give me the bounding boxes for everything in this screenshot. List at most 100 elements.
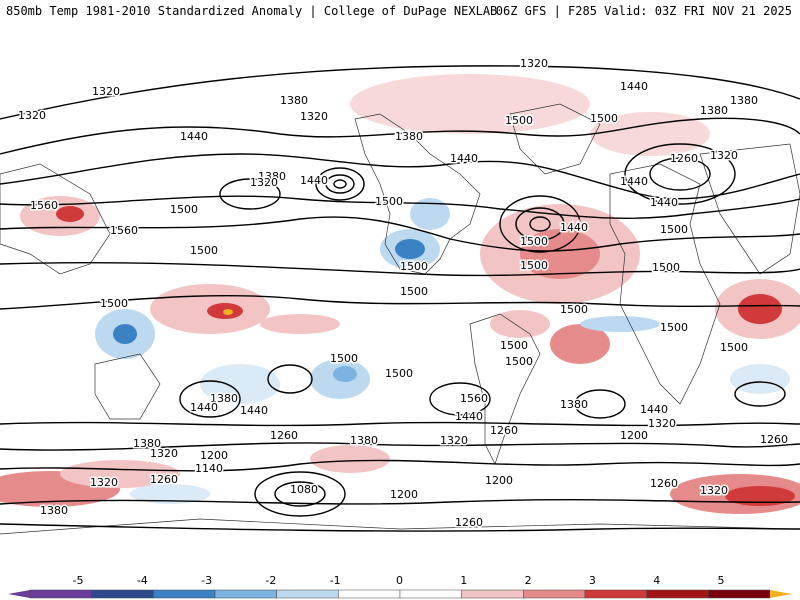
anomaly-shading bbox=[0, 74, 800, 514]
contour-label: 1500 bbox=[520, 259, 548, 272]
contour-label: 1140 bbox=[195, 462, 223, 475]
contour-label: 1500 bbox=[375, 195, 403, 208]
contour-label: 1380 bbox=[210, 392, 238, 405]
contour-label: 1500 bbox=[190, 244, 218, 257]
contour-label: 1380 bbox=[350, 434, 378, 447]
contour-label: 1500 bbox=[100, 297, 128, 310]
colorbar-tick-label: 0 bbox=[396, 574, 403, 587]
contour-label: 1500 bbox=[400, 285, 428, 298]
contour-label: 1320 bbox=[440, 434, 468, 447]
contour-label: 1500 bbox=[560, 303, 588, 316]
contour-label: 1440 bbox=[190, 401, 218, 414]
contour-label: 1500 bbox=[500, 339, 528, 352]
contour-label: 1260 bbox=[670, 152, 698, 165]
contour-label: 1500 bbox=[170, 203, 198, 216]
colorbar-cell bbox=[153, 589, 216, 599]
contour-label: 1440 bbox=[640, 403, 668, 416]
height-contours bbox=[0, 65, 800, 532]
contour-label: 1500 bbox=[330, 352, 358, 365]
contour-label: 1500 bbox=[660, 223, 688, 236]
contour-label: 1440 bbox=[455, 410, 483, 423]
colorbar-cell bbox=[461, 589, 524, 599]
contour-label: 1320 bbox=[300, 110, 328, 123]
contour-label: 1560 bbox=[30, 199, 58, 212]
contour-label: 1200 bbox=[620, 429, 648, 442]
colorbar-cell bbox=[91, 589, 154, 599]
colorbar-tick-label: 4 bbox=[653, 574, 660, 587]
contour-label: 1320 bbox=[90, 476, 118, 489]
contour-label: 1500 bbox=[652, 261, 680, 274]
contour-label: 1440 bbox=[180, 130, 208, 143]
contour-label: 1260 bbox=[150, 473, 178, 486]
contour-label: 1320 bbox=[520, 57, 548, 70]
contour-label: 1440 bbox=[650, 196, 678, 209]
contour-label: 1440 bbox=[560, 221, 588, 234]
contour-label: 1320 bbox=[250, 176, 278, 189]
colorbar-tick-label: -2 bbox=[265, 574, 276, 587]
contour-label: 1500 bbox=[720, 341, 748, 354]
colorbar-tick-labels: -5 -4 -3 -2 -1 0 1 2 3 4 5 bbox=[73, 574, 725, 587]
colorbar-cell bbox=[646, 589, 709, 599]
colorbar-cell bbox=[399, 589, 462, 599]
contour-label: 1380 bbox=[730, 94, 758, 107]
colorbar-tick-label: 2 bbox=[525, 574, 532, 587]
colorbar-tick-label: -3 bbox=[201, 574, 212, 587]
colorbar-cell bbox=[523, 589, 586, 599]
colorbar-cell bbox=[276, 589, 339, 599]
contour-label: 1500 bbox=[400, 260, 428, 273]
colorbar-tick-label: -4 bbox=[137, 574, 148, 587]
contour-label: 1320 bbox=[700, 484, 728, 497]
contour-label: 1440 bbox=[620, 175, 648, 188]
contour-label: 1560 bbox=[460, 392, 488, 405]
contour-label: 1500 bbox=[520, 235, 548, 248]
colorbar-low-end bbox=[8, 590, 30, 598]
contour-label: 1440 bbox=[620, 80, 648, 93]
contour-label: 1260 bbox=[760, 433, 788, 446]
colorbar-cell bbox=[338, 589, 401, 599]
contour-label: 1320 bbox=[150, 447, 178, 460]
contour-label: 1500 bbox=[505, 114, 533, 127]
contour-label: 1320 bbox=[648, 417, 676, 430]
colorbar-tick-label: 5 bbox=[718, 574, 725, 587]
colorbar-cell bbox=[708, 589, 771, 599]
contour-label: 1440 bbox=[240, 404, 268, 417]
colorbar-tick-label: -1 bbox=[330, 574, 341, 587]
contour-label: 1560 bbox=[110, 224, 138, 237]
contour-label: 1440 bbox=[300, 174, 328, 187]
colorbar-tick-label: 1 bbox=[460, 574, 467, 587]
contour-label: 1380 bbox=[280, 94, 308, 107]
anomaly-colorbar: -5 -4 -3 -2 -1 0 1 2 3 4 5 bbox=[8, 574, 792, 599]
contour-label: 1440 bbox=[450, 152, 478, 165]
contour-label: 1380 bbox=[258, 170, 286, 183]
colorbar-tick-label: -5 bbox=[73, 574, 84, 587]
contour-label: 1080 bbox=[290, 483, 318, 496]
contour-label: 1500 bbox=[385, 367, 413, 380]
colorbar-cell bbox=[584, 589, 647, 599]
contour-label: 1260 bbox=[455, 516, 483, 529]
contour-label: 1260 bbox=[270, 429, 298, 442]
contour-label: 1260 bbox=[490, 424, 518, 437]
contour-label: 1380 bbox=[395, 130, 423, 143]
model-run-info: 06Z GFS | F285 Valid: 03Z FRI NOV 21 202… bbox=[495, 4, 792, 18]
contour-label: 1380 bbox=[40, 504, 68, 517]
contour-label: 1200 bbox=[390, 488, 418, 501]
contour-label: 1320 bbox=[18, 109, 46, 122]
contour-label: 1200 bbox=[485, 474, 513, 487]
contour-label: 1500 bbox=[590, 112, 618, 125]
contour-label: 1260 bbox=[650, 477, 678, 490]
contour-label: 1320 bbox=[92, 85, 120, 98]
contour-label: 1380 bbox=[700, 104, 728, 117]
map-title: 850mb Temp 1981-2010 Standardized Anomal… bbox=[6, 4, 498, 18]
contour-label: 1500 bbox=[660, 321, 688, 334]
contour-label: 1320 bbox=[710, 149, 738, 162]
contour-label: 1500 bbox=[505, 355, 533, 368]
colorbar-cell bbox=[29, 589, 92, 599]
colorbar-high-end bbox=[770, 590, 792, 598]
colorbar-cells bbox=[8, 589, 792, 599]
contour-label: 1380 bbox=[560, 398, 588, 411]
contour-label: 1200 bbox=[200, 449, 228, 462]
colorbar-tick-label: 3 bbox=[589, 574, 596, 587]
coastlines bbox=[0, 103, 800, 535]
